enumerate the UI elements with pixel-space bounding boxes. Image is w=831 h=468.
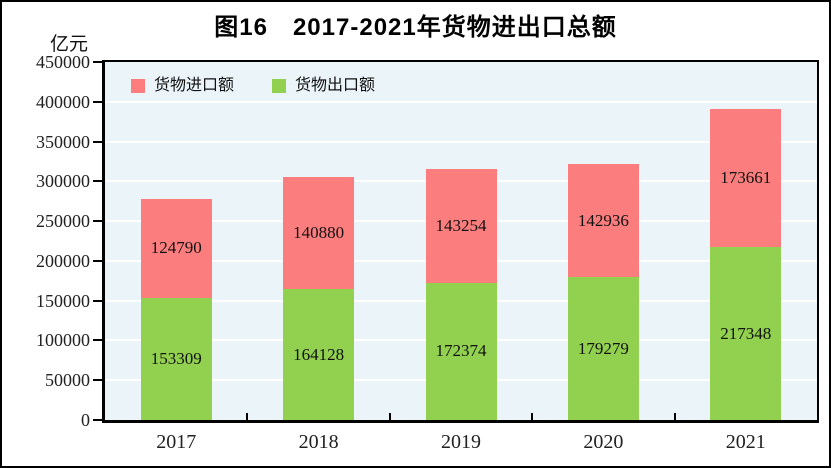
y-axis-tick: [93, 220, 102, 223]
bar-segment-exports-2021: 217348: [710, 247, 782, 420]
y-axis-tick: [93, 379, 102, 382]
bar-segment-exports-2019: 172374: [425, 282, 497, 420]
legend-item-exports: 货物出口额: [272, 77, 375, 95]
y-axis-unit-label: 亿元: [49, 34, 88, 55]
y-axis-tick-label: 250000: [36, 211, 90, 232]
x-axis-tick: [531, 413, 534, 420]
bar-segment-imports-2021: 173661: [710, 108, 782, 248]
x-axis-label-2017: 2017: [156, 431, 197, 453]
bar-value-label-exports-2020: 179279: [577, 338, 629, 358]
bar-value-label-imports-2018: 140880: [293, 223, 345, 243]
bar-value-label-imports-2019: 143254: [435, 215, 487, 235]
bar-segment-imports-2017: 124790: [140, 198, 212, 299]
bar-segment-imports-2018: 140880: [283, 177, 355, 290]
y-axis-tick: [93, 259, 102, 262]
y-axis-tick-label: 0: [81, 410, 90, 430]
y-axis-tick-label: 350000: [36, 131, 90, 152]
y-axis-tick: [93, 299, 102, 302]
y-axis-tick-label: 400000: [36, 91, 90, 112]
bar-value-label-exports-2021: 217348: [720, 323, 772, 343]
y-axis-tick: [93, 339, 102, 342]
x-axis-tick: [246, 413, 249, 420]
bar-segment-imports-2020: 142936: [567, 163, 639, 278]
legend-label-imports: 货物进口额: [154, 77, 235, 94]
x-axis-label-2020: 2020: [583, 431, 624, 453]
bar-value-label-exports-2019: 172374: [435, 341, 487, 361]
y-axis-tick: [93, 180, 102, 183]
y-axis-tick-label: 100000: [36, 330, 90, 351]
legend-swatch-imports: [131, 79, 145, 93]
legend-swatch-exports: [272, 79, 287, 93]
bar-segment-exports-2020: 179279: [567, 277, 639, 420]
plot-area: 货物进口额 货物出口额 153309 124790 164128 140880 17237…: [102, 60, 819, 423]
bar-value-label-imports-2021: 173661: [720, 168, 772, 188]
x-axis-label-2018: 2018: [298, 431, 339, 453]
x-axis-label-2019: 2019: [440, 431, 481, 453]
x-axis-tick: [673, 413, 676, 420]
bar-segment-imports-2019: 143254: [425, 168, 497, 283]
y-axis-tick: [93, 419, 102, 421]
legend-label-exports: 货物出口额: [295, 77, 376, 94]
gridline: [105, 140, 817, 143]
y-axis-tick-label: 200000: [36, 250, 90, 271]
y-axis-tick: [93, 61, 102, 63]
y-axis-tick: [93, 140, 102, 143]
bar-value-label-exports-2017: 153309: [150, 349, 202, 369]
bar-segment-exports-2018: 164128: [283, 289, 355, 420]
legend-item-imports: 货物进口额: [131, 77, 234, 95]
x-axis-tick: [388, 413, 391, 420]
legend: 货物进口额 货物出口额: [131, 77, 375, 95]
bar-value-label-imports-2020: 142936: [577, 210, 629, 230]
x-axis-label-2021: 2021: [725, 431, 766, 453]
y-axis-tick-label: 450000: [36, 52, 90, 72]
y-axis-tick-label: 300000: [36, 171, 90, 192]
y-axis-tick: [93, 100, 102, 103]
gridline: [105, 100, 817, 103]
x-axis-labels: 2017 2018 2019 2020 2021: [105, 431, 817, 454]
chart-title: 图16 2017-2021年货物进出口总额: [214, 14, 617, 41]
bar-value-label-imports-2017: 124790: [150, 238, 202, 258]
y-axis-tick-label: 150000: [36, 290, 90, 311]
y-axis-tick-label: 50000: [45, 370, 90, 391]
bar-segment-exports-2017: 153309: [140, 298, 212, 420]
bar-value-label-exports-2018: 164128: [293, 344, 345, 364]
